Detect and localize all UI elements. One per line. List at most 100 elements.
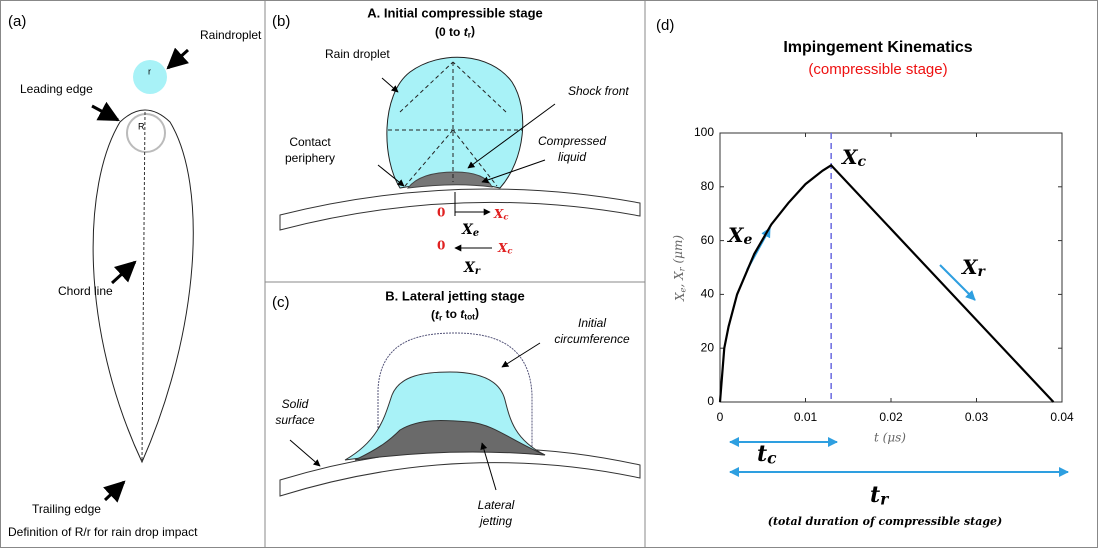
x-axis-label: t (μs)	[874, 431, 906, 445]
text-part: r	[439, 313, 443, 323]
text-part: X	[726, 223, 745, 247]
panel-a: (a) Raindroplet r Leading edge R Chord l…	[8, 13, 262, 539]
arrow	[289, 439, 321, 467]
label: Xc	[493, 207, 508, 222]
droplet	[133, 60, 167, 94]
label: Rain droplet	[325, 47, 390, 61]
label: r	[148, 66, 151, 76]
arrow	[91, 101, 120, 122]
label: Xr	[463, 260, 481, 276]
text-part: r	[475, 265, 481, 276]
text-part: X	[673, 292, 687, 302]
panel-b: (b) A. Initial compressible stage (0 to …	[272, 5, 641, 276]
text-part: X	[497, 241, 508, 255]
arrow	[103, 480, 126, 503]
subtitle: (0 to tr)	[435, 24, 475, 40]
text-part: Lateral	[478, 498, 515, 512]
y-axis-label: Xe, Xr (μm)	[670, 235, 687, 302]
panel-label: (b)	[272, 13, 290, 30]
label: Solid surface	[275, 397, 315, 427]
text-part: r	[978, 264, 987, 280]
text-part: X	[960, 255, 979, 279]
panel-d: (d) Impingement Kinematics (compressible…	[656, 17, 1074, 528]
y-tick-label: 0	[707, 394, 714, 408]
text-part: c	[503, 211, 508, 221]
panel-label: (c)	[272, 294, 290, 311]
label: Chord line	[58, 284, 113, 298]
y-tick-label: 20	[701, 340, 715, 354]
label: Initial circumference	[554, 316, 630, 346]
panel-label: (a)	[8, 13, 26, 30]
text-part: liquid	[558, 150, 586, 164]
initial-outline	[377, 332, 533, 452]
text-part: X	[840, 145, 859, 169]
title: A. Initial compressible stage	[367, 5, 543, 20]
annotation: (total duration of compressible stage)	[768, 515, 1003, 528]
text-part: jetting	[478, 514, 512, 528]
arrow	[166, 47, 190, 70]
arrow	[480, 442, 497, 491]
text-part: r	[676, 266, 686, 271]
y-tick-label: 40	[701, 287, 715, 301]
panel-label: (d)	[656, 17, 674, 34]
label: Shock front	[568, 84, 629, 98]
text-part: circumference	[554, 332, 630, 346]
x-tick-label: 0	[717, 410, 724, 424]
text-part: e	[473, 227, 479, 238]
text-part: e	[744, 232, 753, 248]
title: B. Lateral jetting stage	[385, 288, 524, 303]
text-part: X	[463, 260, 476, 276]
text-part: t	[460, 307, 465, 321]
label: Xe	[461, 222, 479, 238]
annotation: Xc	[840, 145, 867, 171]
text-part: surface	[275, 413, 315, 427]
panel-c: (c) B. Lateral jetting stage (tr to ttot…	[272, 288, 641, 528]
surface	[279, 188, 641, 231]
arrow	[467, 103, 556, 169]
arrow	[501, 342, 541, 368]
jetting-zone	[354, 420, 546, 461]
construction-lines	[388, 61, 522, 187]
label: R	[138, 121, 145, 131]
text-part: X	[461, 222, 474, 238]
x-tick-label: 0.02	[879, 410, 903, 424]
surface	[279, 447, 641, 497]
chord	[141, 111, 146, 461]
text-part: Initial	[578, 316, 606, 330]
x-tick-label: 0.01	[794, 410, 818, 424]
text-part: (	[431, 308, 435, 322]
label: Compressed liquid	[538, 134, 606, 164]
caption: Definition of R/r for rain drop impact	[8, 525, 198, 539]
y-tick-label: 60	[701, 233, 715, 247]
label: Contact periphery	[285, 135, 335, 165]
text-part: r	[880, 491, 890, 509]
text-part: to	[442, 307, 460, 321]
text-part: Solid	[282, 397, 309, 411]
arrow	[939, 264, 976, 301]
airfoil	[92, 109, 194, 464]
text-part: c	[767, 450, 777, 468]
text-part: t	[757, 441, 767, 467]
plot-area	[719, 132, 1063, 403]
chart-subtitle: (compressible stage)	[808, 61, 947, 78]
chart-title: Impingement Kinematics	[783, 39, 972, 56]
y-tick-label: 80	[701, 179, 715, 193]
label: 0	[437, 206, 445, 220]
label: Raindroplet	[200, 28, 262, 42]
label: Trailing edge	[32, 502, 101, 516]
arrow	[377, 164, 405, 187]
text-part: (0 to	[435, 25, 464, 39]
droplet	[386, 56, 524, 189]
text-part: t	[870, 482, 880, 508]
text-part: Contact	[289, 135, 331, 149]
arrow	[481, 159, 546, 184]
annotation: tc	[757, 441, 777, 468]
x-tick-label: 0.04	[1050, 410, 1074, 424]
y-tick-label: 100	[694, 125, 714, 139]
text-part: )	[471, 24, 475, 38]
text-part: )	[475, 306, 479, 320]
text-part: (μm)	[670, 235, 684, 268]
text-part: t	[464, 25, 469, 39]
annotation: Xr	[960, 255, 987, 281]
